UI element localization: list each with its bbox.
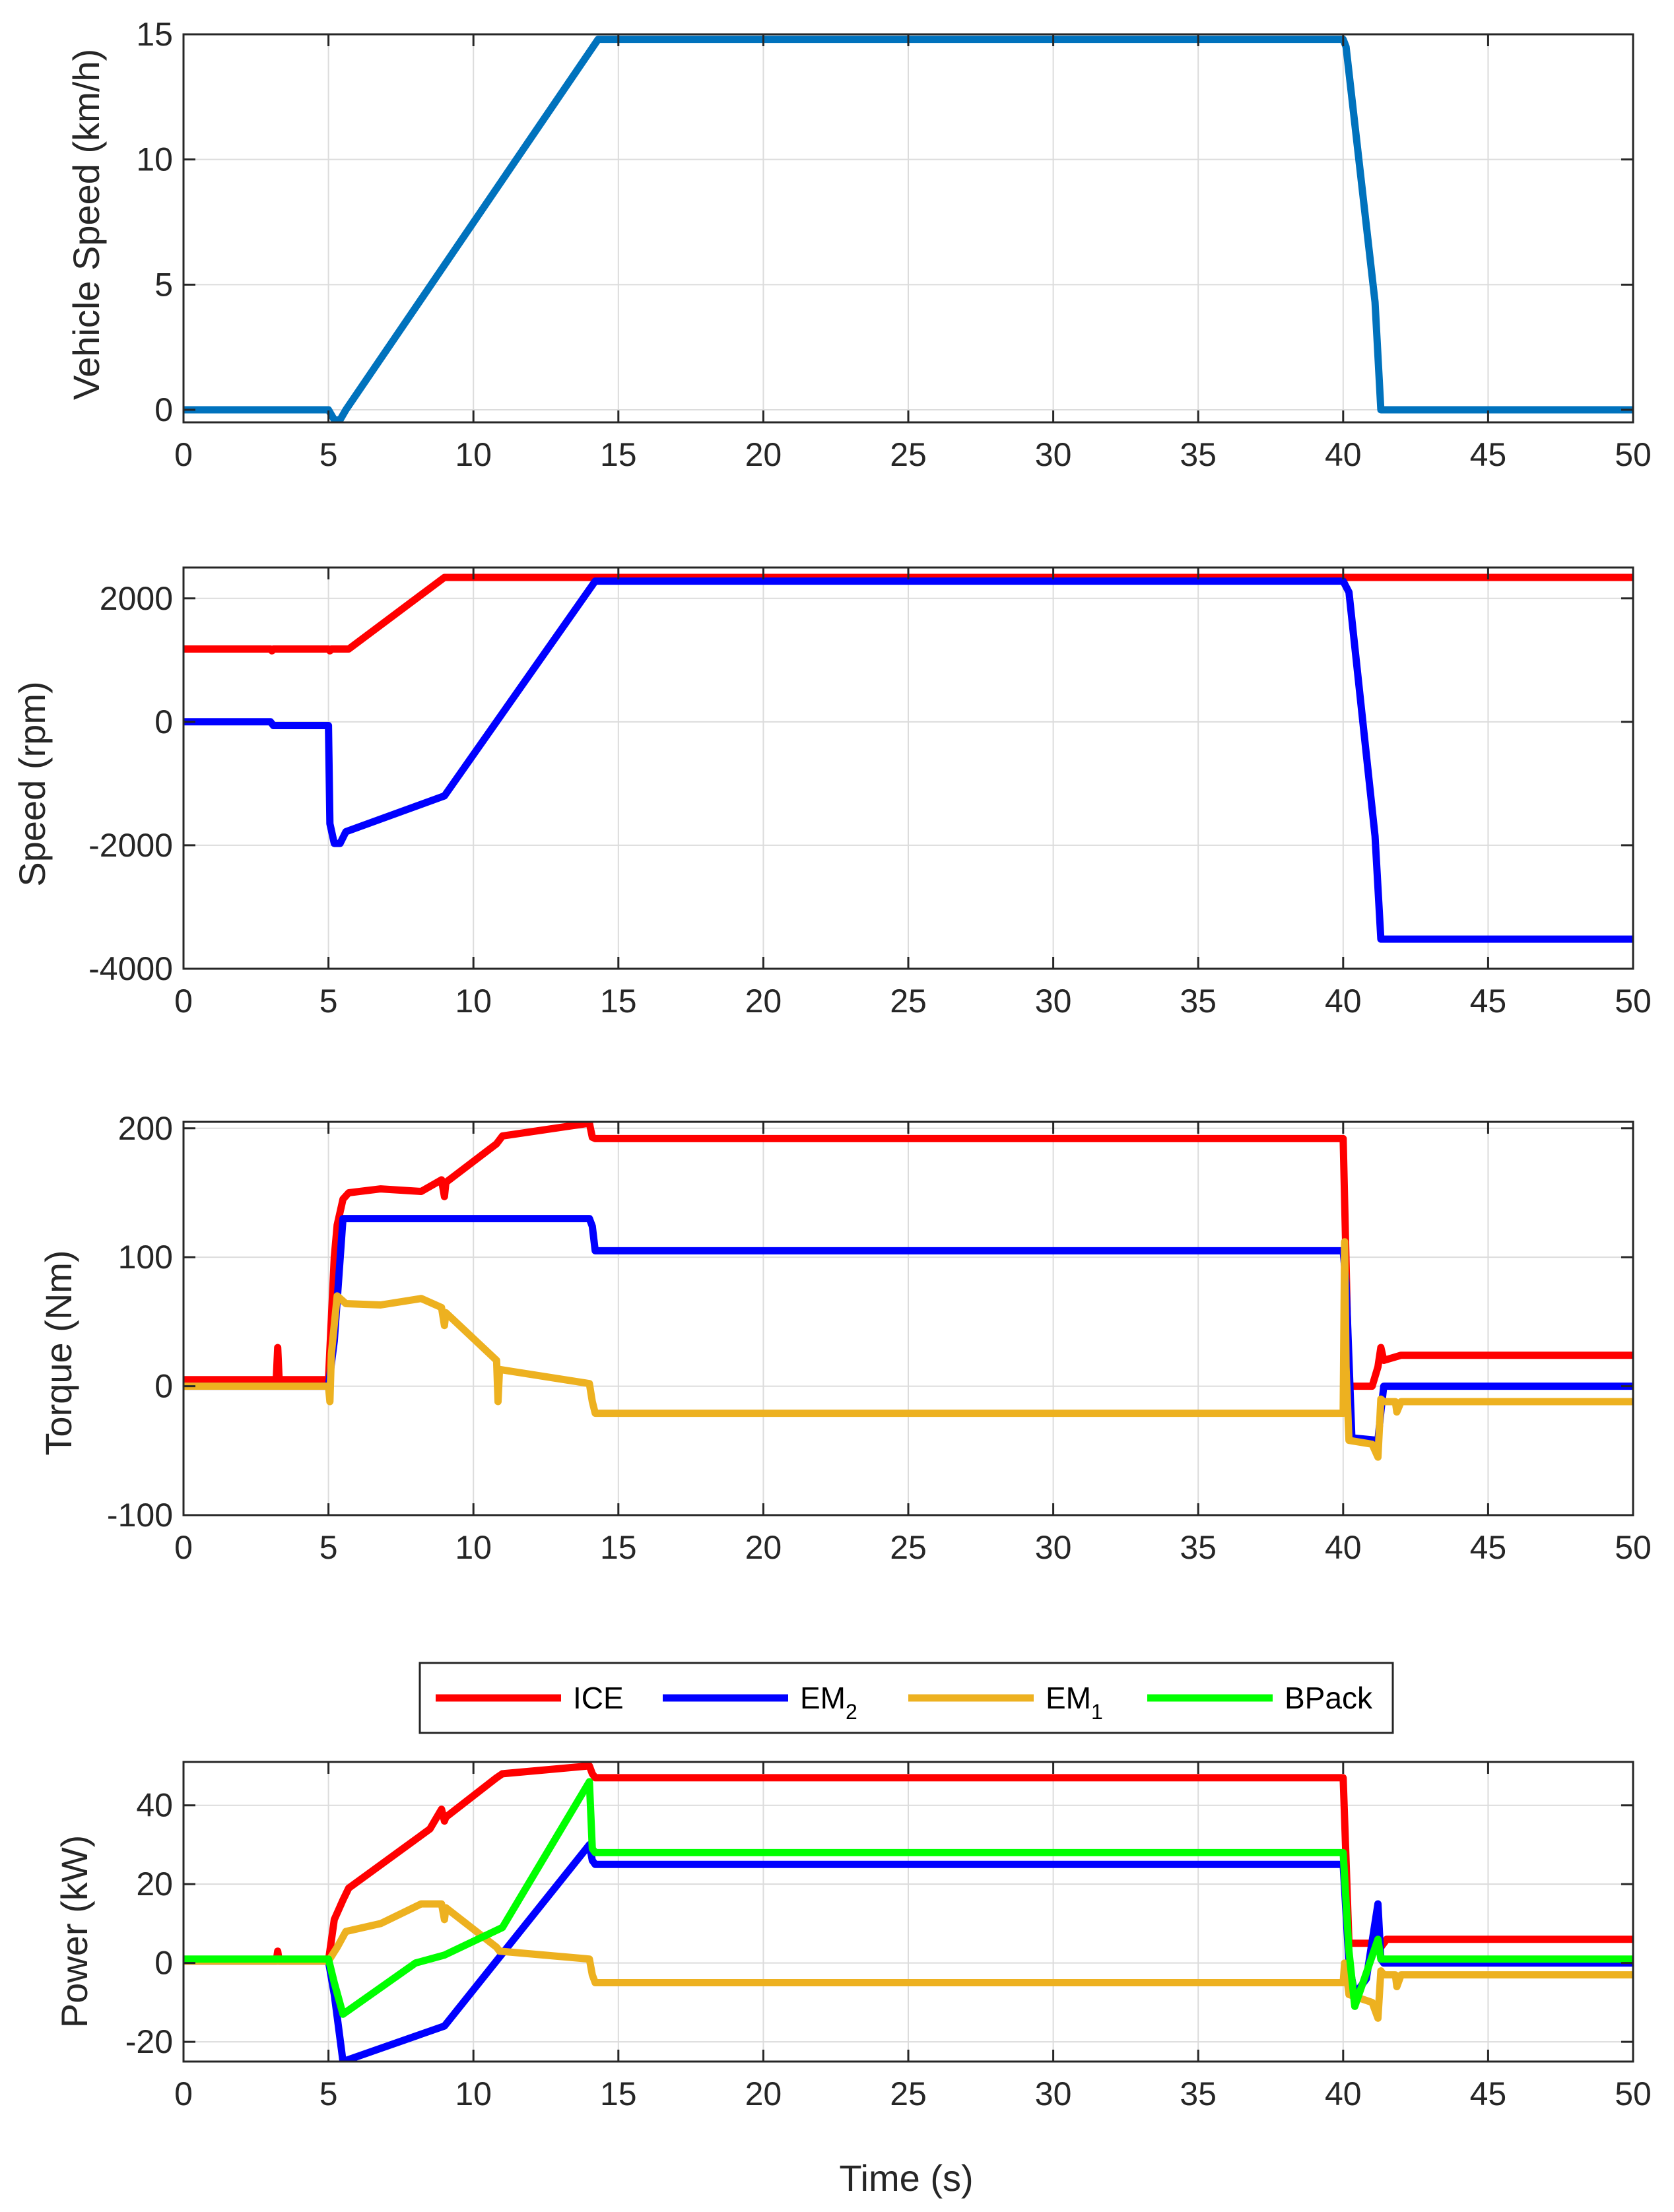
legend: ICE EM2 EM1 BPack bbox=[418, 1662, 1394, 1734]
x-tick-label: 0 bbox=[174, 2075, 193, 2112]
ylabel-torque: Torque (Nm) bbox=[38, 1250, 79, 1455]
x-tick-label: 5 bbox=[319, 983, 338, 1020]
x-tick-label: 50 bbox=[1615, 1529, 1652, 1566]
x-tick-label: 10 bbox=[455, 436, 492, 473]
x-tick-label: 5 bbox=[319, 1529, 338, 1566]
x-tick-label: 45 bbox=[1470, 436, 1507, 473]
x-tick-label: 15 bbox=[600, 2075, 637, 2112]
x-tick-label: 35 bbox=[1180, 2075, 1217, 2112]
y-tick-label: 0 bbox=[154, 1368, 173, 1405]
x-tick-label: 35 bbox=[1180, 436, 1217, 473]
panel-torque: Torque (Nm) 0 5 10 15 20 25 30 35 40 45 50-1000100… bbox=[38, 1110, 1652, 1566]
y-tick-label: 20 bbox=[136, 1866, 173, 1903]
y-tick-label: 15 bbox=[136, 16, 173, 53]
series-line-vehicle-speed bbox=[184, 36, 1633, 422]
x-tick-label: 10 bbox=[455, 1529, 492, 1566]
y-tick-label: 0 bbox=[154, 703, 173, 740]
x-tick-label: 15 bbox=[600, 436, 637, 473]
xlabel-time: Time (s) bbox=[839, 2157, 973, 2199]
y-tick-label: 200 bbox=[118, 1110, 173, 1147]
ylabel-power: Power (kW) bbox=[53, 1835, 95, 2028]
y-tick-label: 10 bbox=[136, 141, 173, 178]
x-tick-label: 20 bbox=[745, 2075, 782, 2112]
x-tick-label: 20 bbox=[745, 1529, 782, 1566]
x-tick-label: 40 bbox=[1325, 2075, 1362, 2112]
x-tick-label: 10 bbox=[455, 983, 492, 1020]
x-tick-label: 35 bbox=[1180, 1529, 1217, 1566]
panel-vehicle-speed: Vehicle Speed (km/h) 0 5 10 15 20 25 30 35 40 45 5… bbox=[65, 16, 1652, 473]
x-tick-label: 45 bbox=[1470, 1529, 1507, 1566]
x-tick-label: 50 bbox=[1615, 436, 1652, 473]
x-tick-label: 25 bbox=[890, 2075, 927, 2112]
legend-label-ice: ICE bbox=[573, 1681, 624, 1715]
x-tick-label: 10 bbox=[455, 2075, 492, 2112]
x-tick-label: 45 bbox=[1470, 2075, 1507, 2112]
series-line-em1 bbox=[184, 1238, 1633, 1461]
x-tick-label: 0 bbox=[174, 983, 193, 1020]
x-tick-label: 40 bbox=[1325, 436, 1362, 473]
series-line-em1 bbox=[184, 1900, 1633, 2022]
x-tick-label: 25 bbox=[890, 1529, 927, 1566]
x-tick-label: 45 bbox=[1470, 983, 1507, 1020]
x-tick-label: 5 bbox=[319, 436, 338, 473]
y-tick-label: -2000 bbox=[88, 827, 173, 864]
x-tick-label: 30 bbox=[1035, 436, 1072, 473]
x-tick-label: 0 bbox=[174, 1529, 193, 1566]
series-line-ice bbox=[184, 573, 1633, 655]
y-tick-label: 100 bbox=[118, 1239, 173, 1276]
ylabel-vehicle-speed: Vehicle Speed (km/h) bbox=[65, 49, 107, 400]
x-tick-label: 30 bbox=[1035, 983, 1072, 1020]
legend-box bbox=[418, 1662, 1394, 1734]
series-line-em2 bbox=[184, 577, 1633, 943]
x-tick-label: 0 bbox=[174, 436, 193, 473]
y-tick-label: -20 bbox=[125, 2023, 173, 2060]
x-tick-label: 50 bbox=[1615, 2075, 1652, 2112]
x-tick-label: 30 bbox=[1035, 1529, 1072, 1566]
y-tick-label: 2000 bbox=[100, 580, 173, 617]
x-tick-label: 40 bbox=[1325, 1529, 1362, 1566]
x-tick-label: 5 bbox=[319, 2075, 338, 2112]
y-tick-label: 0 bbox=[154, 1945, 173, 1982]
y-tick-label: 0 bbox=[154, 391, 173, 428]
panel-power: Power (kW) Time (s) 0 5 10 15 20 25 30 35 40 45 50… bbox=[53, 1761, 1652, 2199]
x-tick-label: 20 bbox=[745, 983, 782, 1020]
y-tick-label: 40 bbox=[136, 1787, 173, 1824]
series-line-em2 bbox=[184, 1840, 1633, 2062]
ylabel-speed-rpm: Speed (rpm) bbox=[11, 681, 53, 886]
panel-motor-speed: Speed (rpm) 0 5 10 15 20 25 30 35 40 45 50 -4000 -20… bbox=[11, 566, 1652, 1020]
y-tick-label: 5 bbox=[154, 266, 173, 303]
x-tick-label: 50 bbox=[1615, 983, 1652, 1020]
legend-label-bpack: BPack bbox=[1285, 1681, 1373, 1715]
x-tick-label: 15 bbox=[600, 983, 637, 1020]
series-line-bpack bbox=[184, 1778, 1633, 2018]
x-tick-label: 25 bbox=[890, 983, 927, 1020]
x-tick-label: 30 bbox=[1035, 2075, 1072, 2112]
x-tick-label: 25 bbox=[890, 436, 927, 473]
y-tick-label: -100 bbox=[107, 1497, 173, 1534]
x-tick-label: 35 bbox=[1180, 983, 1217, 1020]
y-tick-label: -4000 bbox=[88, 950, 173, 987]
x-tick-label: 15 bbox=[600, 1529, 637, 1566]
x-tick-label: 40 bbox=[1325, 983, 1362, 1020]
x-tick-label: 20 bbox=[745, 436, 782, 473]
